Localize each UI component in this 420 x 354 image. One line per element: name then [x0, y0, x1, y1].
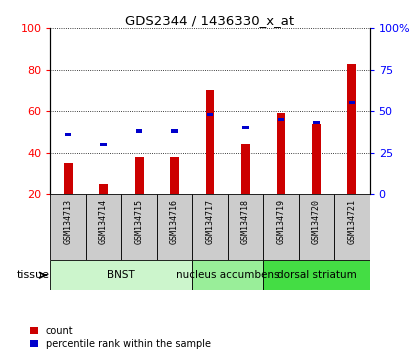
Bar [192, 260, 263, 290]
Bar [299, 194, 334, 260]
Bar [170, 157, 179, 194]
Bar [347, 63, 356, 194]
Bar [334, 194, 370, 260]
Bar [313, 121, 320, 124]
Bar [121, 194, 157, 260]
Bar [135, 157, 144, 194]
Text: GSM134713: GSM134713 [64, 199, 73, 244]
Bar [207, 113, 213, 116]
Bar [100, 143, 107, 146]
Bar [64, 163, 73, 194]
Bar [205, 90, 215, 194]
Text: GSM134721: GSM134721 [347, 199, 356, 244]
Bar [86, 194, 121, 260]
Bar [99, 184, 108, 194]
Bar [136, 130, 142, 132]
Bar [263, 260, 370, 290]
Bar [242, 126, 249, 129]
Bar [50, 194, 86, 260]
Bar [50, 260, 192, 290]
Bar [349, 101, 355, 104]
Legend: count, percentile rank within the sample: count, percentile rank within the sample [30, 326, 210, 349]
Title: GDS2344 / 1436330_x_at: GDS2344 / 1436330_x_at [126, 14, 294, 27]
Text: dorsal striatum: dorsal striatum [276, 270, 356, 280]
Bar [312, 124, 321, 194]
Bar [171, 130, 178, 132]
Bar [276, 113, 285, 194]
Bar [157, 194, 192, 260]
Text: GSM134719: GSM134719 [276, 199, 286, 244]
Text: GSM134715: GSM134715 [134, 199, 144, 244]
Text: GSM134714: GSM134714 [99, 199, 108, 244]
Bar [65, 133, 71, 136]
Text: GSM134716: GSM134716 [170, 199, 179, 244]
Text: GSM134720: GSM134720 [312, 199, 321, 244]
Text: nucleus accumbens: nucleus accumbens [176, 270, 279, 280]
Bar [241, 144, 250, 194]
Text: GSM134717: GSM134717 [205, 199, 215, 244]
Text: GSM134718: GSM134718 [241, 199, 250, 244]
Bar [263, 194, 299, 260]
Text: tissue: tissue [17, 270, 50, 280]
Text: BNST: BNST [108, 270, 135, 280]
Bar [228, 194, 263, 260]
Bar [278, 118, 284, 121]
Bar [192, 194, 228, 260]
